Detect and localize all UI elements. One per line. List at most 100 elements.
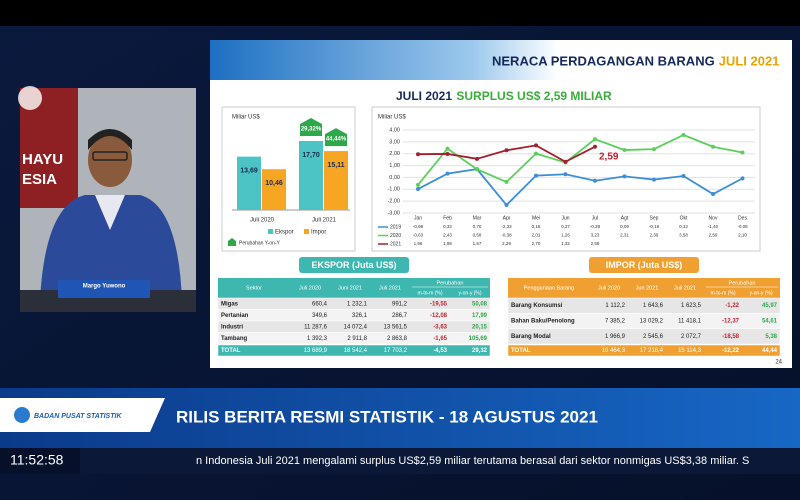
table-cell: 326,1	[352, 313, 368, 319]
table-cell: 5,38	[765, 334, 777, 340]
table-value: -0,38	[501, 233, 512, 238]
table-cell: 10 464,3	[602, 348, 626, 354]
column-header: Sektor	[246, 285, 262, 291]
point	[534, 143, 538, 148]
table-cell: 11 287,6	[304, 324, 328, 330]
bar	[324, 151, 348, 210]
clock-box	[0, 448, 80, 474]
table-cell: -12,37	[722, 319, 740, 325]
x-tick-label: Jun	[561, 215, 569, 221]
point	[740, 150, 745, 155]
column-header: Penggunaan Barang	[524, 285, 574, 291]
table-value: 2,39	[650, 233, 659, 238]
ticker-clip: n Indonesia Juli 2021 mengalami surplus …	[196, 455, 749, 467]
point	[534, 151, 538, 156]
table-value: 2,59	[709, 233, 718, 238]
nameplate	[58, 280, 150, 298]
table-value: 2,59	[591, 241, 600, 246]
value-label: 15,11	[327, 162, 344, 169]
table-cell: 7 385,2	[605, 319, 626, 325]
point	[593, 144, 597, 149]
point	[504, 148, 509, 153]
legend-swatch	[228, 238, 236, 246]
table-cell: TOTAL	[511, 348, 531, 354]
x-tick-label: Nov	[709, 215, 718, 221]
table-cell: TOTAL	[221, 348, 241, 354]
line-y-label: Miliar US$	[378, 115, 406, 121]
clock: 11:52:58	[10, 452, 64, 468]
point	[711, 144, 715, 149]
table-cell: 11 418,1	[678, 319, 702, 325]
speaker-video: HAYU ESIA Margo Yuwono	[18, 86, 196, 312]
table-cell: -12,08	[430, 313, 448, 319]
column-header: Jun 2021	[636, 285, 659, 291]
table-cell: 18 542,4	[344, 348, 368, 354]
x-tick-label: Sep	[650, 215, 659, 221]
logo-panel	[0, 398, 165, 432]
table-cell: 1 623,5	[681, 303, 702, 309]
backdrop-text: HAYU	[22, 151, 63, 168]
point	[445, 151, 450, 156]
x-tick-label: Okt	[680, 215, 688, 221]
table-cell: Tambang	[221, 336, 248, 342]
column-header: Juli 2021	[674, 285, 696, 291]
point	[622, 174, 627, 179]
x-tick-label: Agt	[621, 215, 629, 221]
table-value: -0,98	[413, 224, 424, 229]
line	[417, 133, 743, 186]
point	[475, 167, 479, 172]
table-cell: Migas	[221, 301, 239, 307]
table-cell: Industri	[221, 324, 243, 330]
table-cell: 1 643,6	[643, 303, 664, 309]
slide-header	[210, 40, 792, 80]
table-cell: 15 114,3	[678, 348, 702, 354]
table-row	[217, 344, 491, 357]
table-row	[507, 328, 781, 345]
column-header: y-on-y (%)	[458, 290, 481, 296]
table-value: -0,08	[737, 224, 748, 229]
table-cell: 1 112,2	[605, 303, 625, 309]
table-value: 2,43	[443, 233, 452, 238]
x-tick-label: Apr	[503, 215, 511, 221]
point	[416, 152, 420, 157]
table-cell: 2 072,7	[681, 334, 702, 340]
table-cell: 991,2	[392, 301, 408, 307]
y-tick-label: 0,00	[389, 175, 400, 181]
table-pill	[589, 257, 699, 273]
y-tick-label: 4,00	[389, 127, 400, 133]
table-value: 3,58	[679, 233, 688, 238]
x-tick-label: Feb	[443, 215, 452, 221]
table-header	[218, 278, 490, 298]
table-value: -0,18	[649, 224, 660, 229]
growth-label: 44,44%	[326, 137, 347, 143]
table-cell: 2 863,8	[387, 336, 408, 342]
bar-y-label: Miliar US$	[232, 115, 260, 121]
column-header: m-to-m (%)	[418, 290, 443, 296]
table-value: 2,01	[532, 233, 541, 238]
value-label: 17,70	[302, 152, 320, 159]
point	[416, 187, 420, 192]
table-row	[217, 332, 491, 345]
value-label: 10,46	[265, 180, 283, 187]
table-cell: -1,22	[725, 303, 739, 309]
table-row	[507, 344, 781, 357]
bar	[262, 169, 286, 210]
x-tick-label: Mar	[473, 215, 482, 221]
table-value: 2,10	[738, 233, 747, 238]
growth-badge	[300, 117, 322, 136]
legend-swatch	[304, 229, 309, 234]
point	[593, 178, 597, 183]
y-tick-label: 1,00	[389, 163, 400, 169]
y-tick-label: 2,00	[389, 151, 400, 157]
growth-badge	[325, 128, 347, 147]
table-header	[508, 278, 780, 298]
point	[652, 177, 656, 182]
slide-subtitle: JULI 2021	[396, 89, 452, 103]
column-header: Juni 2021	[338, 285, 362, 291]
line-panel	[371, 106, 761, 252]
line	[417, 168, 743, 207]
table-cell: 50,08	[472, 301, 488, 307]
table-cell: 20,15	[472, 324, 488, 330]
speaker-name: Margo Yuwono	[83, 284, 126, 290]
table-value: 0,32	[443, 224, 452, 229]
